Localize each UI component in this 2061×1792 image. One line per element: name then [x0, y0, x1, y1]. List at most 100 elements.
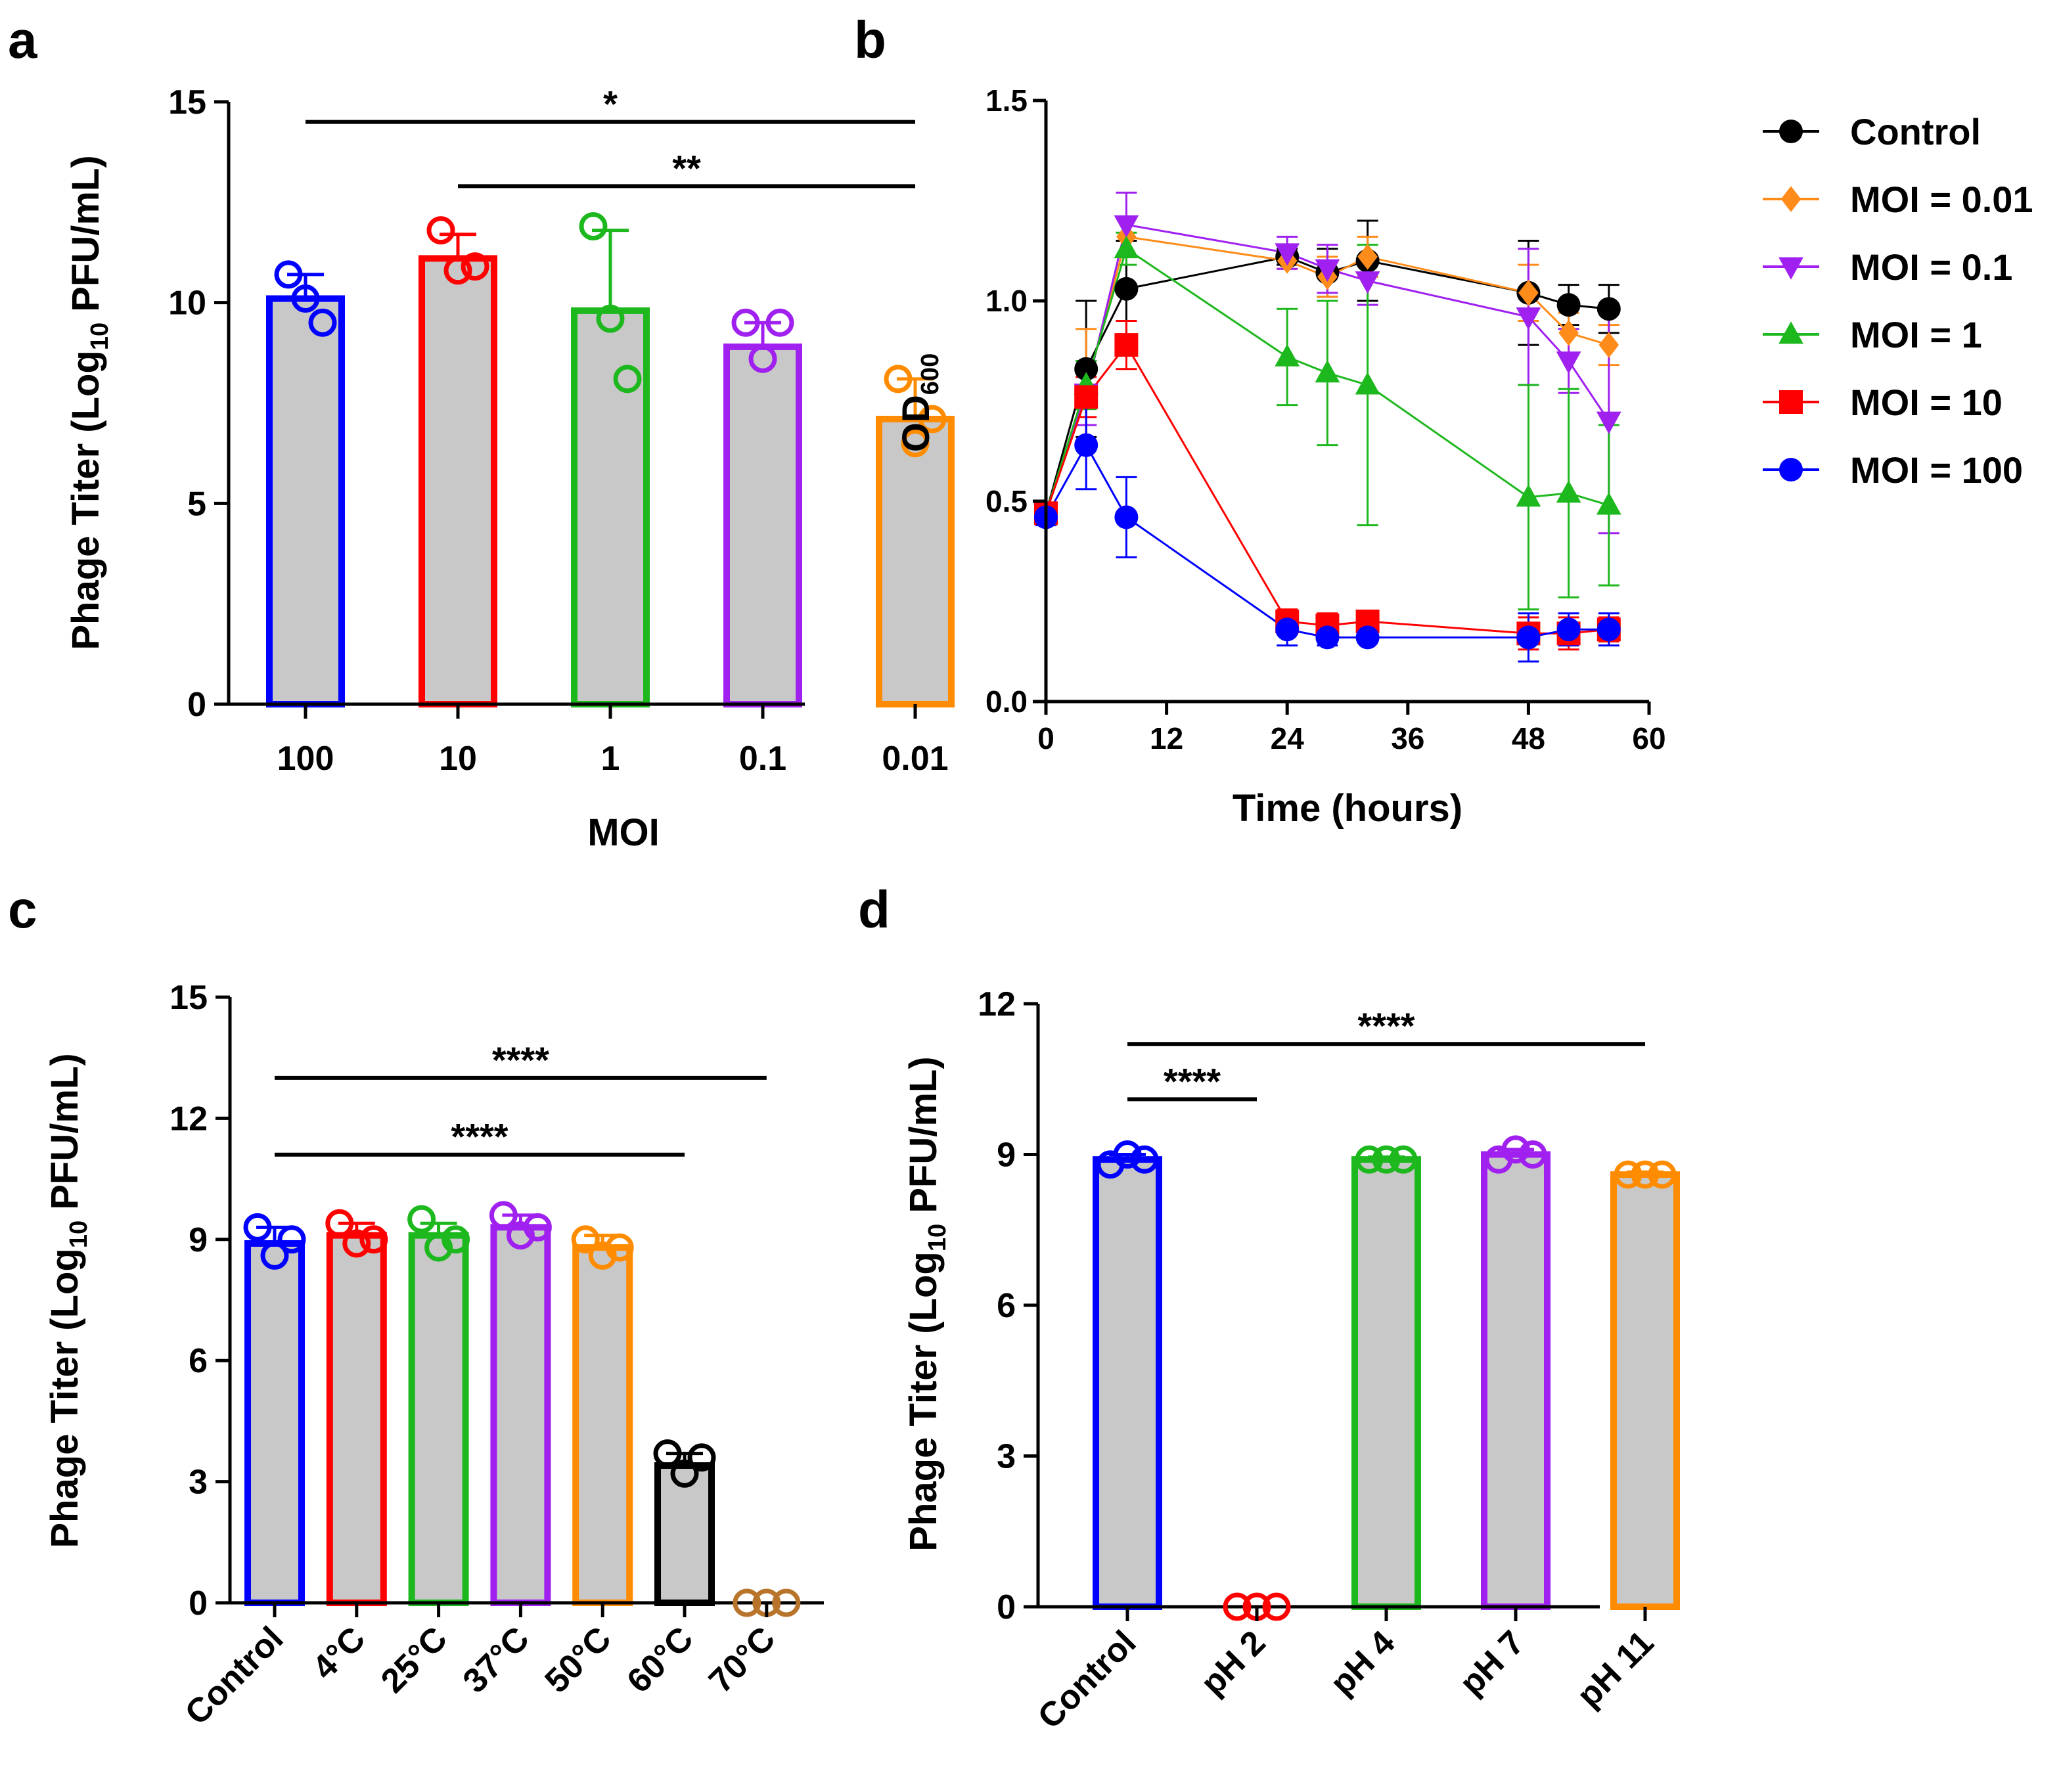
panel-a-chart: 0 5 10 15 100 10 1 0.1 0.01 Phage Titer (Log10 PF… — [64, 83, 955, 854]
significance-label: **** — [1164, 1060, 1221, 1102]
data-point — [1631, 1160, 1660, 1189]
legend-label: MOI = 0.1 — [1850, 246, 2012, 288]
marker-square — [1074, 385, 1098, 409]
data-point — [605, 1233, 634, 1262]
panel-d-chart: 0 3 6 9 12 Control pH 2 pH 4 pH 7 pH 11 Phage Tite… — [902, 985, 1680, 1736]
y-axis-title: Phage Titer (Log10 PFU/mL) — [43, 1053, 93, 1548]
data-point — [407, 1205, 436, 1234]
bar-1 — [326, 1232, 387, 1606]
marker-triangle-up — [1778, 321, 1803, 344]
x-tick-label: 60°C — [620, 1619, 700, 1700]
bar-4 — [1610, 1171, 1680, 1610]
marker-circle — [1597, 297, 1621, 321]
marker-diamond — [1598, 332, 1619, 358]
data-point — [1518, 1140, 1547, 1169]
significance-label: **** — [451, 1116, 508, 1157]
marker-circle — [1114, 277, 1139, 301]
marker-circle — [1556, 293, 1581, 317]
x-tick-label: Control — [1031, 1623, 1144, 1736]
x-axis-title: Time (hours) — [1233, 787, 1462, 830]
marker-triangle-up — [1355, 372, 1380, 395]
data-point — [1113, 1140, 1142, 1169]
data-point — [277, 1225, 306, 1254]
legend-label: MOI = 1 — [1850, 314, 1982, 355]
x-tick-label: 1 — [601, 740, 620, 778]
marker-triangle-down — [1516, 307, 1541, 330]
data-point — [901, 429, 930, 458]
y-tick-label: 6 — [189, 1342, 208, 1380]
marker-triangle-up — [1556, 480, 1581, 503]
marker-triangle-down — [1315, 259, 1340, 282]
y-axis-title: OD600 — [895, 353, 944, 452]
y-tick-label: 5 — [187, 485, 206, 523]
y-tick-label: 10 — [168, 284, 206, 323]
x-tick-label: 24 — [1271, 721, 1305, 755]
legend-label: MOI = 100 — [1850, 449, 2023, 491]
data-point — [1648, 1160, 1677, 1189]
bar-2 — [571, 307, 650, 708]
marker-circle — [1315, 625, 1340, 650]
x-tick-label: pH 2 — [1194, 1623, 1273, 1703]
marker-triangle-up — [1114, 235, 1139, 259]
y-tick-label: 0.0 — [985, 684, 1028, 719]
bar-2 — [1351, 1156, 1421, 1610]
data-point — [442, 1225, 470, 1254]
data-point — [243, 1213, 272, 1242]
marker-triangle-down — [1556, 351, 1581, 374]
y-tick-label: 6 — [997, 1287, 1016, 1325]
data-point — [687, 1443, 716, 1472]
x-tick-label: 100 — [277, 740, 334, 778]
y-axis-title: Phage Titer (Log10 PFU/mL) — [64, 155, 114, 650]
significance-label: ** — [672, 147, 701, 189]
legend-label: MOI = 0.01 — [1850, 179, 2033, 220]
data-point — [461, 252, 489, 281]
marker-circle — [1074, 433, 1098, 457]
data-point — [731, 308, 760, 337]
y-tick-label: 0 — [187, 686, 206, 724]
y-tick-label: 3 — [997, 1438, 1016, 1476]
data-point — [670, 1459, 699, 1488]
data-point — [653, 1439, 682, 1468]
bar-3 — [1481, 1151, 1551, 1610]
panel-c-chart: 0 3 6 9 12 15 Control 4°C 25°C 37°C 50°C 60°C 70°C Ph… — [43, 979, 824, 1732]
panel-b-letter: b — [854, 11, 886, 69]
x-tick-label: pH 4 — [1323, 1623, 1403, 1703]
marker-diamond — [1558, 320, 1579, 346]
data-point — [613, 365, 642, 393]
significance-label: * — [603, 83, 618, 125]
x-tick-label: 12 — [1150, 721, 1183, 755]
data-point — [596, 304, 625, 333]
data-point — [260, 1241, 289, 1270]
bar-3 — [490, 1224, 551, 1606]
data-point — [342, 1229, 371, 1258]
x-tick-label: 70°C — [702, 1619, 782, 1700]
x-tick-label: 0 — [1037, 721, 1054, 755]
marker-diamond — [1357, 244, 1378, 270]
marker-triangle-down — [1778, 257, 1803, 280]
marker-circle — [1779, 458, 1803, 482]
y-axis-title: Phage Titer (Log10 PFU/mL) — [902, 1056, 951, 1551]
x-tick-label: pH 7 — [1453, 1623, 1532, 1703]
marker-circle — [1114, 505, 1139, 529]
data-point — [308, 308, 337, 337]
data-point — [571, 1225, 600, 1254]
significance-label: **** — [492, 1039, 549, 1081]
y-tick-label: 1.0 — [985, 284, 1028, 318]
x-tick-label: 36 — [1391, 721, 1424, 755]
marker-circle — [1355, 625, 1380, 650]
marker-square — [1114, 333, 1139, 357]
legend-label: Control — [1850, 111, 1981, 152]
data-point — [1501, 1135, 1530, 1164]
data-point — [1389, 1145, 1418, 1174]
marker-triangle-up — [1315, 360, 1340, 383]
data-point — [523, 1213, 552, 1242]
marker-circle — [1275, 617, 1300, 642]
bar-4 — [572, 1244, 633, 1607]
data-point — [772, 1588, 801, 1617]
x-tick-label: 10 — [439, 740, 477, 778]
x-tick-label: 4°C — [306, 1619, 373, 1687]
y-tick-label: 3 — [189, 1464, 208, 1502]
bar-0 — [244, 1240, 305, 1606]
x-tick-label: 50°C — [538, 1619, 619, 1700]
data-point — [884, 365, 913, 393]
